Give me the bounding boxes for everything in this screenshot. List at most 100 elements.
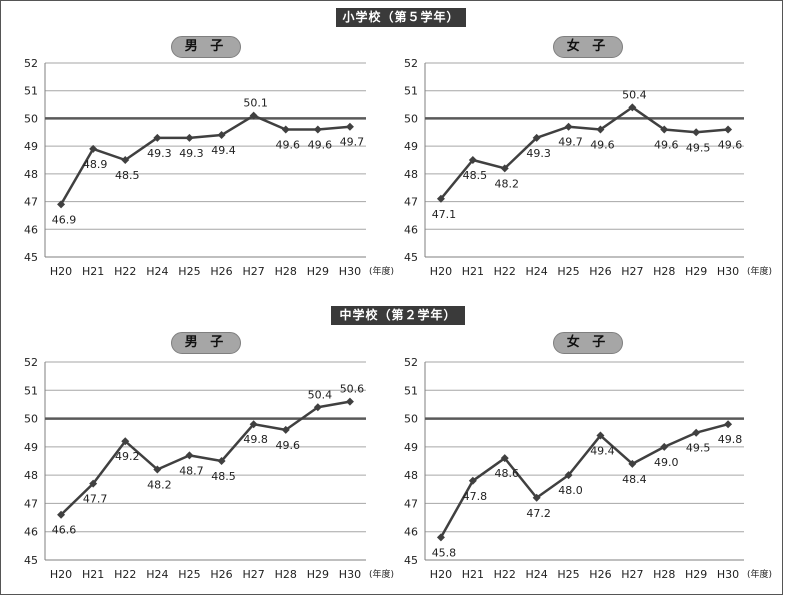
x-tick-label: H21 bbox=[82, 265, 104, 278]
x-tick-label: H28 bbox=[275, 568, 297, 581]
data-point bbox=[313, 403, 322, 412]
data-point bbox=[57, 200, 66, 209]
x-tick-label: H22 bbox=[494, 568, 516, 581]
data-label: 48.2 bbox=[495, 177, 520, 190]
data-label: 49.6 bbox=[276, 439, 301, 452]
junior-high-section-title: 中学校（第２学年） bbox=[331, 306, 465, 325]
series-line bbox=[439, 423, 729, 538]
data-point bbox=[596, 125, 605, 134]
data-label: 48.5 bbox=[463, 169, 488, 182]
data-label: 49.6 bbox=[654, 139, 679, 152]
series-line bbox=[59, 114, 351, 205]
junior-girls-pill: 女 子 bbox=[553, 332, 623, 354]
y-tick-label: 49 bbox=[24, 441, 38, 454]
y-tick-label: 48 bbox=[24, 168, 38, 181]
data-point bbox=[153, 133, 162, 142]
data-point bbox=[436, 194, 445, 203]
data-label: 45.8 bbox=[432, 546, 457, 559]
data-label: 49.6 bbox=[590, 139, 615, 152]
y-tick-label: 52 bbox=[24, 356, 38, 369]
x-tick-label: H30 bbox=[717, 568, 739, 581]
x-tick-label: H24 bbox=[526, 568, 548, 581]
data-point bbox=[345, 397, 354, 406]
data-label: 49.3 bbox=[526, 147, 551, 160]
x-tick-label: H30 bbox=[717, 265, 739, 278]
data-label: 48.7 bbox=[179, 464, 204, 477]
x-tick-label: H25 bbox=[557, 265, 579, 278]
y-tick-label: 50 bbox=[24, 413, 38, 426]
x-axis-unit: (年度) bbox=[369, 265, 394, 277]
data-label: 48.4 bbox=[622, 473, 647, 486]
data-point bbox=[724, 125, 733, 134]
x-tick-label: H21 bbox=[462, 568, 484, 581]
data-label: 49.4 bbox=[211, 144, 236, 157]
x-tick-label: H25 bbox=[178, 265, 200, 278]
y-tick-label: 52 bbox=[24, 57, 38, 70]
data-point bbox=[564, 122, 573, 131]
x-tick-label: H22 bbox=[494, 265, 516, 278]
x-tick-label: H30 bbox=[339, 568, 361, 581]
x-tick-label: H27 bbox=[621, 568, 643, 581]
y-tick-label: 50 bbox=[404, 413, 418, 426]
y-tick-label: 46 bbox=[24, 223, 38, 236]
x-tick-label: H26 bbox=[589, 265, 611, 278]
x-tick-label: H22 bbox=[114, 265, 136, 278]
y-tick-label: 45 bbox=[404, 251, 418, 264]
data-label: 47.2 bbox=[526, 507, 551, 520]
data-point bbox=[564, 471, 573, 480]
data-point bbox=[153, 465, 162, 474]
junior-boys-pill: 男 子 bbox=[171, 332, 241, 354]
y-tick-label: 47 bbox=[404, 497, 418, 510]
data-label: 50.4 bbox=[308, 388, 333, 401]
y-tick-label: 46 bbox=[404, 526, 418, 539]
y-tick-label: 48 bbox=[24, 469, 38, 482]
data-point bbox=[628, 103, 637, 112]
y-tick-label: 47 bbox=[24, 497, 38, 510]
data-point bbox=[345, 122, 354, 131]
y-tick-label: 45 bbox=[404, 554, 418, 567]
x-tick-label: H24 bbox=[146, 568, 168, 581]
y-tick-label: 51 bbox=[24, 85, 38, 98]
data-label: 50.1 bbox=[243, 97, 268, 110]
y-tick-label: 50 bbox=[404, 112, 418, 125]
data-label: 50.4 bbox=[622, 88, 647, 101]
x-tick-label: H21 bbox=[82, 568, 104, 581]
data-label: 49.6 bbox=[718, 139, 743, 152]
x-tick-label: H24 bbox=[146, 265, 168, 278]
data-point bbox=[121, 437, 130, 446]
data-label: 49.0 bbox=[654, 456, 679, 469]
data-label: 47.1 bbox=[432, 208, 457, 221]
data-point bbox=[468, 476, 477, 485]
data-point bbox=[532, 493, 541, 502]
data-point bbox=[281, 425, 290, 434]
x-tick-label: H20 bbox=[50, 568, 72, 581]
x-tick-label: H27 bbox=[243, 265, 265, 278]
data-point bbox=[57, 510, 66, 519]
data-label: 48.9 bbox=[83, 158, 108, 171]
data-point bbox=[121, 156, 130, 164]
x-tick-label: H28 bbox=[653, 568, 675, 581]
data-label: 49.5 bbox=[686, 442, 711, 455]
x-tick-label: H20 bbox=[430, 568, 452, 581]
data-label: 49.3 bbox=[147, 147, 172, 160]
y-tick-label: 46 bbox=[404, 223, 418, 236]
data-label: 50.6 bbox=[340, 383, 365, 396]
data-label: 48.2 bbox=[147, 478, 172, 491]
data-label: 49.5 bbox=[686, 141, 711, 154]
data-point bbox=[313, 125, 322, 134]
data-label: 46.9 bbox=[52, 213, 77, 226]
y-tick-label: 49 bbox=[404, 140, 418, 153]
data-point bbox=[692, 428, 701, 437]
x-tick-label: H26 bbox=[210, 568, 232, 581]
x-axis-unit: (年度) bbox=[369, 568, 394, 580]
x-tick-label: H26 bbox=[210, 265, 232, 278]
data-point bbox=[217, 131, 226, 140]
data-point bbox=[660, 125, 669, 134]
data-label: 49.7 bbox=[558, 136, 583, 149]
y-tick-label: 52 bbox=[404, 356, 418, 369]
x-axis-unit: (年度) bbox=[747, 568, 772, 580]
